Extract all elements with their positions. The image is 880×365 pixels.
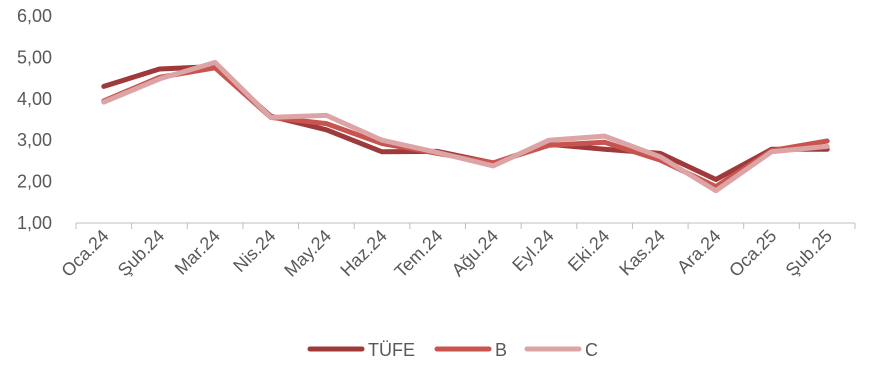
data-point bbox=[324, 127, 329, 132]
data-point bbox=[157, 66, 162, 71]
x-tick-label: Eyl.24 bbox=[508, 226, 558, 276]
legend-label: TÜFE bbox=[368, 340, 415, 360]
data-point bbox=[825, 139, 830, 144]
y-tick-label: 6,00 bbox=[17, 6, 52, 26]
data-point bbox=[324, 113, 329, 118]
y-tick-label: 1,00 bbox=[17, 213, 52, 233]
data-point bbox=[713, 188, 718, 193]
data-point bbox=[157, 76, 162, 81]
series-line bbox=[101, 64, 830, 182]
data-point bbox=[602, 134, 607, 139]
data-point bbox=[491, 163, 496, 168]
data-point bbox=[602, 147, 607, 152]
series-layer bbox=[101, 59, 830, 194]
x-axis: Oca.24 Şub.24 Mar.24 Nis.24 May.24 Haz.24 Tem.… bbox=[57, 222, 856, 282]
x-tick-label: Tem.24 bbox=[391, 226, 447, 282]
legend-label: B bbox=[495, 340, 507, 360]
x-tick-label: Oca.24 bbox=[57, 226, 112, 281]
x-tick-label: Mar.24 bbox=[171, 226, 224, 279]
x-tick-label: Eki.24 bbox=[564, 226, 614, 276]
series-line bbox=[101, 65, 830, 190]
data-point bbox=[213, 60, 218, 65]
y-tick-label: 5,00 bbox=[17, 47, 52, 67]
x-tick-label: Kas.24 bbox=[615, 226, 669, 280]
x-tick-label: Şub.24 bbox=[114, 226, 168, 280]
data-point bbox=[658, 154, 663, 159]
legend-label: C bbox=[585, 340, 598, 360]
y-tick-label: 4,00 bbox=[17, 89, 52, 109]
y-tick-label: 3,00 bbox=[17, 130, 52, 150]
x-tick-label: Ağu.24 bbox=[448, 226, 502, 280]
data-point bbox=[825, 144, 830, 149]
legend: TÜFE B C bbox=[307, 340, 598, 360]
data-point bbox=[380, 149, 385, 154]
series-line bbox=[101, 59, 830, 194]
x-tick-label: Ara.24 bbox=[673, 226, 725, 278]
x-tick-label: Haz.24 bbox=[336, 226, 390, 280]
data-point bbox=[101, 100, 106, 105]
x-tick-label: Şub.25 bbox=[782, 226, 836, 280]
x-tick-label: May.24 bbox=[280, 226, 335, 281]
y-tick-label: 2,00 bbox=[17, 172, 52, 192]
data-point bbox=[268, 115, 273, 120]
data-point bbox=[101, 84, 106, 89]
data-point bbox=[324, 121, 329, 126]
y-axis: 1,00 2,00 3,00 4,00 5,00 6,00 bbox=[17, 6, 52, 233]
data-point bbox=[602, 140, 607, 145]
data-point bbox=[380, 138, 385, 143]
data-point bbox=[546, 138, 551, 143]
data-point bbox=[713, 177, 718, 182]
x-tick-label: Nis.24 bbox=[229, 226, 279, 276]
x-tick-label: Oca.25 bbox=[725, 226, 780, 281]
data-point bbox=[769, 149, 774, 154]
data-point bbox=[435, 150, 440, 155]
